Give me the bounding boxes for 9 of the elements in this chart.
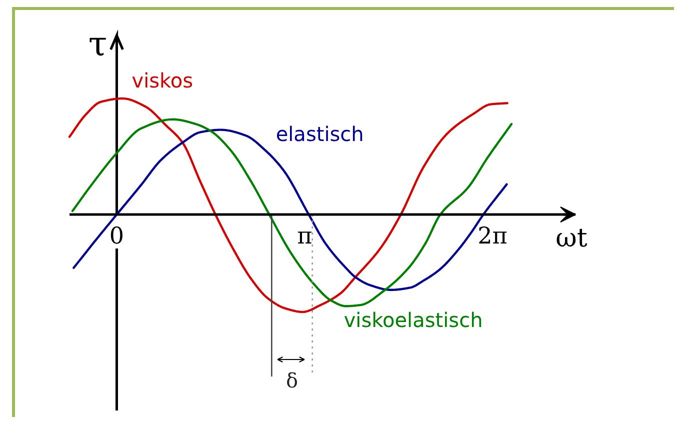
series-label: viskoelastisch [344,308,483,332]
text: δ [286,368,298,392]
x-axis-title: ωt [556,224,588,254]
x-tick-label: 0 [109,224,124,250]
x-tick-label: 2π [478,224,508,250]
series-label: elastisch [276,122,364,146]
series-label: viskos [132,68,194,92]
y-axis-title: τ [88,24,108,64]
x-tick-label: π [297,224,312,250]
